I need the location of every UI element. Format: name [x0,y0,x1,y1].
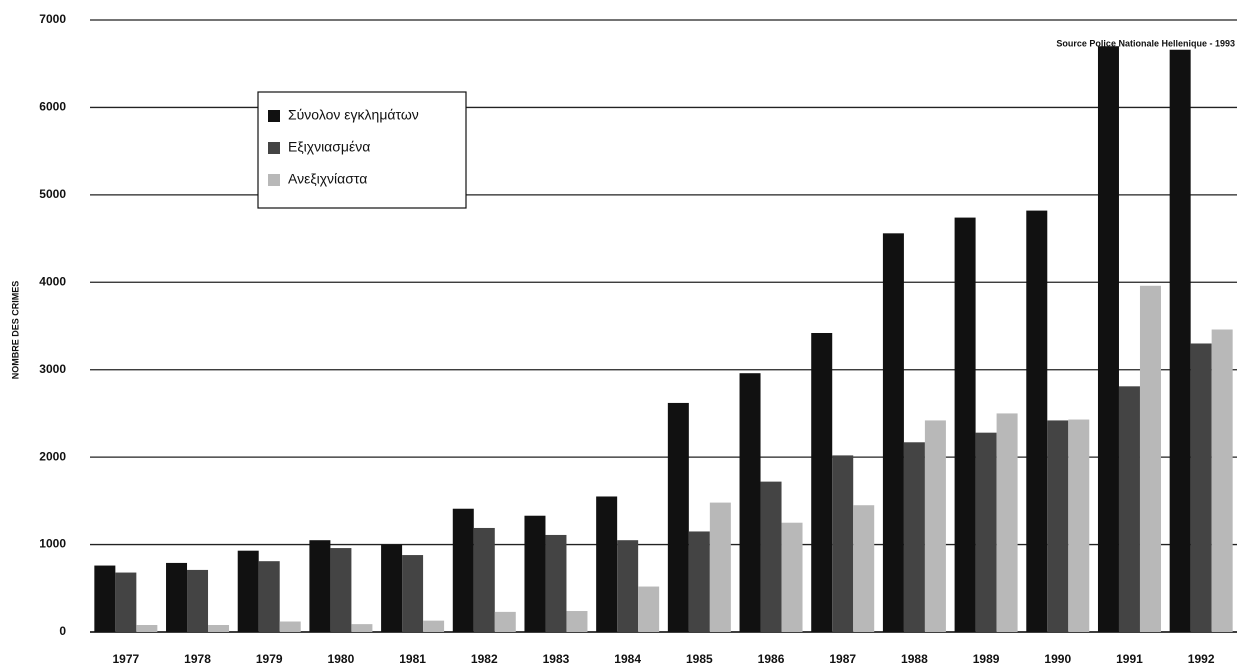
bar [1047,420,1069,632]
legend-label: Εξιχνιασμένα [288,139,370,155]
bar [94,565,116,632]
bar [402,555,424,632]
y-axis-label: NOMBRE DES CRIMES [10,281,20,380]
x-tick-label: 1992 [1188,652,1215,666]
bar [309,540,331,632]
legend-swatch [268,142,280,154]
y-tick-label: 0 [59,624,66,638]
bar [524,515,546,632]
x-tick-label: 1978 [184,652,211,666]
bar [494,611,516,632]
bar [882,233,904,632]
y-tick-label: 1000 [39,537,66,551]
bar [351,624,373,632]
bar [330,548,352,632]
legend: Σύνολον εγκλημάτων Εξιχνιασμένα Ανεξιχνίασ… [257,91,467,209]
x-tick-label: 1980 [328,652,355,666]
legend-label: Ανεξιχνίαστα [288,171,367,187]
x-tick-label: 1988 [901,652,928,666]
x-tick-label: 1977 [112,652,139,666]
bar [279,621,301,632]
x-tick-label: 1991 [1116,652,1143,666]
bar [811,332,833,632]
bar [709,502,731,632]
x-tick-label: 1981 [399,652,426,666]
legend-swatch [268,174,280,186]
x-tick-label: 1983 [543,652,570,666]
bar [1211,329,1233,632]
y-tick-label: 4000 [39,274,66,288]
bar [996,413,1018,632]
bar [954,217,976,633]
x-tick-label: 1990 [1044,652,1071,666]
legend-label: Σύνολον εγκλημάτων [288,107,419,123]
x-tick-label: 1987 [829,652,856,666]
bar [617,540,639,632]
bar [596,496,618,632]
bar [545,534,567,632]
bar [566,611,588,632]
bar [381,544,403,632]
bar [187,569,209,632]
bar [903,442,925,632]
bar [1139,285,1161,632]
bar [1169,49,1191,633]
x-tick-label: 1985 [686,652,713,666]
bar [667,402,689,632]
y-tick-label: 7000 [39,12,66,26]
bar [638,586,660,632]
bar [760,481,782,632]
y-tick-label: 5000 [39,187,66,201]
bar [832,455,854,632]
bar [452,508,474,632]
bar [237,550,259,632]
bar [1118,386,1140,632]
bar [853,505,875,632]
bar [166,562,188,632]
bar [1097,46,1119,632]
x-tick-label: 1982 [471,652,498,666]
source-note: Source Police Nationale Hellenique - 199… [1056,38,1235,48]
y-tick-label: 6000 [39,100,66,114]
bar [739,373,761,632]
bar [1190,343,1212,632]
bar [473,527,495,632]
bar [423,620,445,632]
x-tick-label: 1984 [614,652,641,666]
bar [924,420,946,632]
bar [258,561,280,632]
bar [1026,210,1048,632]
y-tick-label: 2000 [39,449,66,463]
bar [688,531,710,632]
legend-box [257,91,467,209]
x-tick-label: 1989 [973,652,1000,666]
legend-swatch [268,110,280,122]
x-tick-label: 1979 [256,652,283,666]
x-tick-label: 1986 [758,652,785,666]
bar [115,572,137,632]
y-tick-label: 3000 [39,362,66,376]
bar [136,625,158,632]
bar [1068,419,1090,632]
bar [975,432,997,632]
bar [781,522,803,632]
bar [208,625,230,632]
